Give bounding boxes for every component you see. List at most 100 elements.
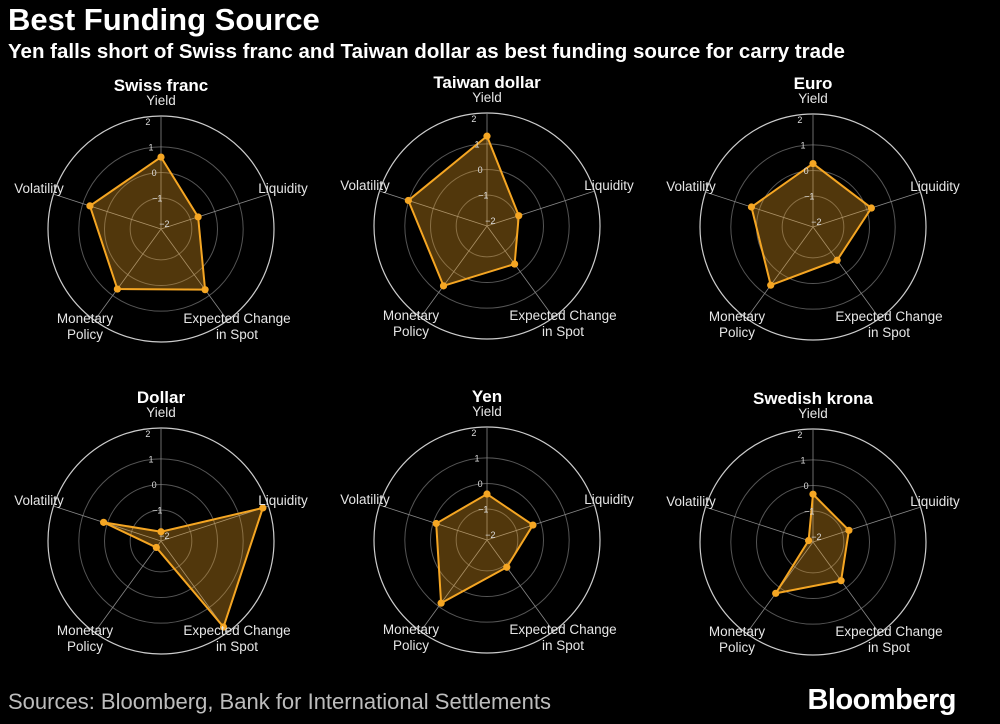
tick-label: 2 [471, 114, 476, 124]
data-point [809, 490, 817, 498]
chart-title: Best Funding Source [8, 2, 320, 37]
axis-label: Volatility [14, 493, 64, 508]
axis-label: Yield [798, 406, 828, 421]
axis-line [420, 225, 488, 318]
tick-label: 2 [145, 429, 150, 439]
data-point [833, 256, 841, 264]
subplot-title: Swedish krona [753, 389, 874, 408]
axis-label: Volatility [340, 492, 390, 507]
axis-label: Yield [798, 91, 828, 106]
axis-line [486, 190, 595, 227]
axis-line [94, 540, 162, 633]
tick-label: 2 [145, 117, 150, 127]
data-point [100, 518, 108, 526]
data-point [837, 577, 845, 585]
axis-label: Yield [146, 405, 176, 420]
tick-label: 0 [804, 481, 809, 491]
axis-line [812, 541, 880, 634]
axis-label: Monetary Policy [383, 308, 440, 339]
data-point [437, 599, 445, 607]
axis-line [379, 190, 488, 227]
tick-label: −1 [478, 504, 488, 514]
subplot-title: Swiss franc [114, 76, 209, 95]
axis-line [160, 228, 228, 321]
tick-label: −2 [485, 530, 495, 540]
data-point [432, 519, 440, 528]
bloomberg-logo: Bloomberg [807, 684, 956, 716]
axis-label: Volatility [666, 494, 716, 509]
axis-label: Expected Change in Spot [509, 308, 616, 339]
tick-label: 2 [471, 428, 476, 438]
data-point [767, 281, 775, 289]
tick-label: 1 [800, 140, 805, 150]
axis-line [746, 226, 814, 319]
tick-label: 0 [478, 165, 483, 175]
tick-label: −2 [811, 217, 821, 227]
series-area [773, 492, 850, 595]
axis-label: Monetary Policy [383, 622, 440, 653]
series-area [750, 162, 873, 287]
axis-line [705, 191, 814, 228]
data-point [529, 521, 537, 529]
axis-label: Liquidity [910, 494, 960, 509]
data-point [483, 132, 491, 140]
tick-label: 1 [474, 139, 479, 149]
tick-label: −2 [159, 219, 169, 229]
tick-label: 1 [474, 453, 479, 463]
data-point [194, 213, 202, 221]
axis-label: Monetary Policy [709, 309, 766, 340]
tick-label: −1 [152, 193, 162, 203]
data-point [157, 153, 165, 161]
data-point [483, 490, 491, 498]
data-point [511, 260, 519, 268]
subplot-title: Euro [794, 74, 833, 93]
tick-label: 1 [800, 455, 805, 465]
data-point [404, 196, 412, 205]
data-point [809, 159, 817, 168]
data-point [515, 212, 523, 220]
tick-label: 0 [804, 166, 809, 176]
axis-label: Monetary Policy [57, 623, 114, 654]
tick-label: −1 [804, 506, 814, 516]
axis-label: Volatility [666, 179, 716, 194]
data-point [219, 623, 228, 631]
data-point [259, 504, 267, 512]
tick-label: −2 [485, 216, 495, 226]
series-area [435, 492, 535, 605]
tick-label: −1 [478, 190, 488, 200]
tick-label: 1 [148, 142, 153, 152]
axis-label: Yield [472, 404, 502, 419]
tick-label: 0 [478, 479, 483, 489]
axis-label: Expected Change in Spot [835, 309, 942, 340]
tick-label: 2 [797, 430, 802, 440]
axis-line [53, 193, 162, 230]
axis-line [420, 539, 488, 632]
axis-line [94, 228, 162, 321]
series-area [103, 506, 265, 630]
axis-label: Expected Change in Spot [183, 311, 290, 342]
data-point [439, 282, 448, 290]
chart-subtitle: Yen falls short of Swiss franc and Taiwa… [8, 40, 845, 63]
axis-line [812, 226, 880, 319]
axis-line [812, 191, 921, 228]
axis-label: Liquidity [584, 492, 634, 507]
tick-label: 1 [148, 454, 153, 464]
data-point [152, 543, 160, 552]
subplot-title: Taiwan dollar [433, 73, 541, 92]
tick-label: 2 [797, 115, 802, 125]
data-point [157, 528, 165, 536]
data-point [503, 563, 511, 571]
series-area [88, 155, 207, 291]
axis-line [486, 225, 554, 318]
axis-label: Liquidity [584, 178, 634, 193]
axis-label: Yield [146, 93, 176, 108]
axis-line [160, 193, 269, 230]
data-point [113, 285, 121, 293]
axis-label: Expected Change in Spot [509, 622, 616, 653]
